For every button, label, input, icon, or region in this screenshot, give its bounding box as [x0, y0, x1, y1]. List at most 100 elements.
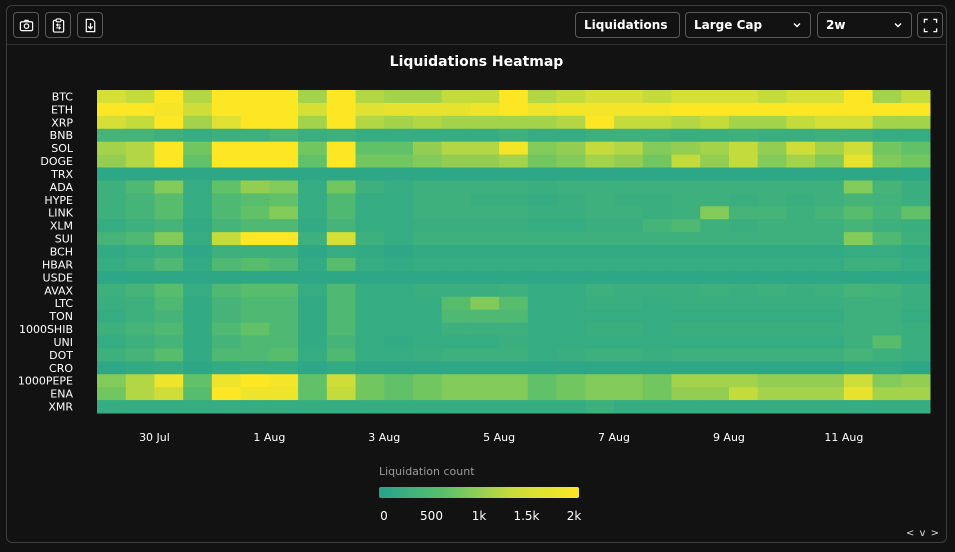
heatmap-cell	[412, 374, 443, 388]
heatmap-cell	[298, 361, 328, 375]
heatmap-cell	[527, 400, 558, 414]
heatmap-cell	[240, 348, 270, 362]
heatmap-cell	[183, 322, 213, 336]
heatmap-cell	[384, 400, 414, 414]
heatmap-cell	[384, 348, 414, 362]
heatmap-cell	[527, 309, 558, 324]
y-tick-label: ADA	[50, 181, 74, 194]
heatmap-cell	[326, 374, 357, 388]
heatmap-cell	[470, 219, 500, 233]
heatmap-cell	[97, 245, 127, 259]
heatmap-cell	[355, 219, 385, 233]
heatmap-cell	[441, 348, 471, 362]
range-dropdown[interactable]: 2w	[817, 12, 912, 38]
heatmap-cell	[298, 141, 328, 156]
y-tick-label: LTC	[55, 297, 74, 310]
heatmap-cell	[642, 400, 672, 414]
heatmap-cell	[441, 270, 471, 285]
x-tick-label: 7 Aug	[598, 431, 630, 444]
heatmap-cell	[269, 348, 299, 362]
heatmap-cell	[671, 141, 701, 156]
heatmap-cell	[125, 374, 155, 388]
heatmap-cell	[728, 322, 759, 336]
heatmap-cell	[441, 206, 471, 220]
heatmap-cell	[240, 245, 270, 259]
copy-button[interactable]	[45, 12, 71, 38]
heatmap-cell	[527, 115, 558, 130]
chart-title: Liquidations Heatmap	[389, 54, 564, 70]
heatmap-cell	[872, 219, 902, 233]
heatmap-cell	[757, 167, 787, 181]
heatmap-cell	[556, 387, 586, 401]
y-tick-label: XRP	[51, 116, 73, 129]
cap-dropdown[interactable]: Large Cap	[685, 12, 811, 38]
heatmap-cell	[470, 270, 500, 285]
heatmap-cell	[499, 193, 529, 207]
heatmap-cell	[642, 270, 672, 285]
heatmap-cell	[872, 232, 902, 246]
heatmap-cell	[901, 154, 931, 169]
heatmap-cell	[757, 90, 787, 104]
heatmap-cell	[728, 219, 759, 233]
heatmap-cell	[815, 219, 845, 233]
metric-dropdown[interactable]: Liquidations	[575, 12, 680, 38]
heatmap-cell	[412, 335, 443, 349]
heatmap-cell	[355, 180, 385, 194]
heatmap-cell	[872, 115, 902, 130]
heatmap-cell	[412, 128, 443, 143]
heatmap-cell	[901, 296, 931, 311]
heatmap-cell	[786, 193, 816, 207]
fullscreen-button[interactable]	[917, 12, 943, 38]
heatmap-cell	[97, 167, 127, 181]
y-tick-label: USDE	[43, 271, 74, 284]
heatmap-cell	[671, 167, 701, 181]
heatmap-cell	[154, 348, 184, 362]
heatmap-cell	[700, 115, 730, 130]
heatmap-cell	[355, 296, 385, 311]
heatmap-cell	[585, 283, 615, 298]
heatmap-cell	[240, 141, 270, 156]
heatmap-cell	[901, 232, 931, 246]
heatmap-cell	[412, 193, 443, 207]
heatmap-cell	[872, 128, 902, 143]
heatmap-cell	[125, 180, 155, 194]
heatmap-cell	[412, 348, 443, 362]
screenshot-button[interactable]	[13, 12, 39, 38]
heatmap-cell	[499, 219, 529, 233]
download-button[interactable]	[77, 12, 103, 38]
heatmap-cell	[326, 180, 357, 194]
y-tick-label: 1000PEPE	[18, 375, 73, 388]
heatmap-cell	[154, 232, 184, 246]
heatmap-cell	[872, 102, 902, 117]
heatmap-cell	[757, 219, 787, 233]
heatmap-cell	[412, 167, 443, 181]
heatmap-cell	[240, 283, 270, 298]
heatmap-cell	[642, 141, 672, 156]
heatmap-cell	[700, 296, 730, 311]
pager-nav[interactable]: < v >	[905, 528, 940, 539]
heatmap-cell	[154, 283, 184, 298]
heatmap-cell	[384, 115, 414, 130]
heatmap-cell	[757, 400, 787, 414]
y-tick-label: TRX	[50, 168, 73, 181]
heatmap-cell	[441, 387, 471, 401]
heatmap-cell	[441, 90, 471, 104]
heatmap-cell	[384, 245, 414, 259]
heatmap-cell	[872, 400, 902, 414]
heatmap-cell	[470, 387, 500, 401]
heatmap-cell	[183, 141, 213, 156]
heatmap-cell	[843, 335, 874, 349]
heatmap-cell	[269, 154, 299, 169]
y-tick-label: AVAX	[44, 284, 73, 297]
heatmap-cell	[556, 180, 586, 194]
heatmap-cell	[642, 387, 672, 401]
heatmap-cell	[728, 90, 759, 104]
heatmap-cell	[786, 206, 816, 220]
heatmap-cell	[614, 219, 644, 233]
heatmap-cell	[642, 102, 672, 117]
heatmap-cell	[614, 154, 644, 169]
heatmap-cell	[843, 309, 874, 324]
heatmap-cell	[441, 232, 471, 246]
heatmap-cell	[355, 141, 385, 156]
heatmap-cell	[642, 361, 672, 375]
